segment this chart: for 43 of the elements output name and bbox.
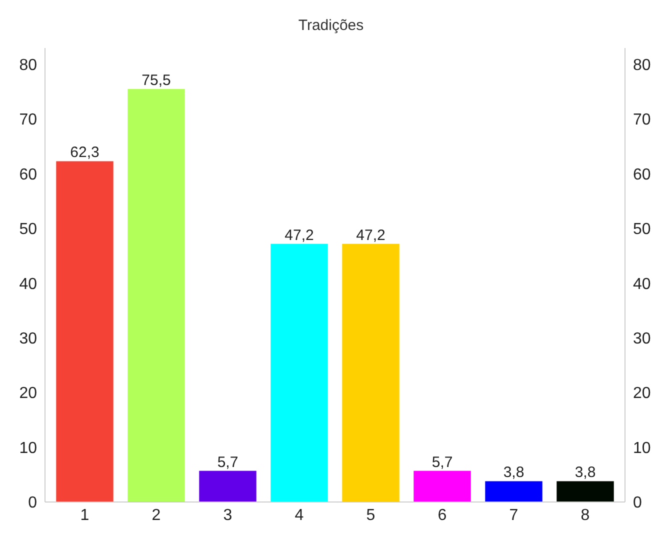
y2-tick-label: 80: [633, 57, 651, 74]
data-label: 3,8: [574, 464, 596, 482]
y2-tick-label: 0: [633, 494, 642, 512]
bar: [128, 89, 185, 502]
data-label: 47,2: [356, 226, 386, 244]
x-tick-label: 1: [80, 507, 90, 524]
y2-tick-label: 10: [633, 440, 651, 457]
x-tick-label: 6: [438, 507, 447, 524]
bar: [270, 244, 328, 502]
x-tick-label: 3: [223, 507, 232, 524]
y-tick-label: 80: [19, 57, 38, 74]
data-label: 62,3: [70, 144, 100, 162]
data-label: 3,8: [503, 464, 524, 482]
y2-tick-label: 50: [633, 221, 651, 238]
chart-title: Tradições: [298, 17, 364, 34]
y2-tick-label: 30: [633, 330, 651, 348]
x-tick-label: 8: [580, 507, 590, 524]
y-tick-label: 60: [19, 166, 38, 184]
y-tick-label: 10: [19, 440, 38, 457]
bar: [414, 470, 471, 502]
y-tick-label: 0: [28, 494, 38, 512]
bar: [56, 161, 114, 502]
y-tick-label: 40: [19, 276, 38, 293]
y2-tick-label: 40: [633, 276, 651, 293]
y2-tick-label: 70: [633, 112, 651, 129]
data-label: 5,7: [217, 454, 238, 471]
y2-tick-label: 60: [633, 166, 651, 184]
bar: [556, 481, 614, 502]
data-label: 47,2: [284, 226, 314, 244]
bar: [199, 470, 256, 502]
y-tick-label: 50: [19, 221, 38, 238]
x-tick-label: 5: [366, 507, 376, 524]
x-tick-label: 4: [294, 507, 304, 524]
y-tick-label: 70: [19, 112, 38, 129]
data-label: 5,7: [432, 454, 453, 471]
y-tick-label: 20: [19, 385, 38, 402]
y-tick-label: 30: [19, 330, 38, 348]
data-label: 75,5: [142, 72, 171, 90]
bar: [342, 244, 400, 502]
bar: [485, 481, 542, 502]
x-tick-label: 7: [509, 507, 518, 524]
x-tick-label: 2: [152, 507, 161, 524]
y2-tick-label: 20: [633, 385, 651, 402]
